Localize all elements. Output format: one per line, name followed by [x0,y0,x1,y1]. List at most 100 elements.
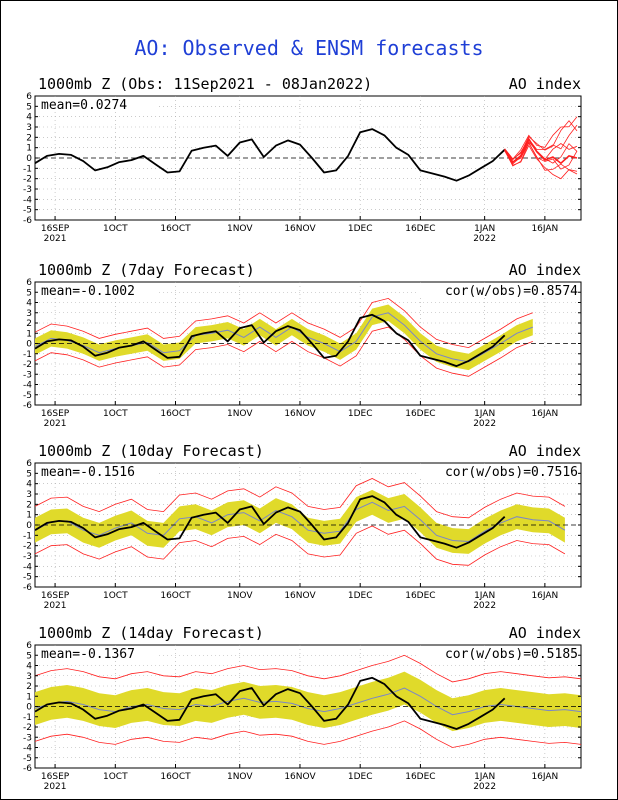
y-tick-label: 1 [26,692,32,702]
y-tick-label: -3 [23,552,32,562]
y-tick-label: -2 [23,360,32,370]
ensemble-band [35,304,533,371]
y-tick-label: -6 [23,583,32,593]
x-tick-label: 1JAN [474,224,495,234]
stat-right-bg [419,647,578,661]
y-tick-label: 0 [26,703,32,713]
y-tick-label: 5 [26,651,32,661]
y-tick-label: 6 [26,278,32,288]
x-tick-label: 1JAN [474,591,495,601]
y-tick-label: 1 [26,511,32,521]
x-tick-label: 16SEP [41,772,70,782]
x-tick-label: 1NOV [227,591,253,601]
y-tick-label: 6 [26,92,32,102]
observed-line [34,128,506,182]
y-tick-label: -5 [23,206,32,216]
stat-left-bg [38,647,158,661]
spread-lower-line [34,326,533,377]
mean-stat: mean=-0.1002 [41,284,135,299]
x-tick-year: 2021 [44,419,67,429]
y-tick-label: 4 [26,299,32,309]
x-tick-label: 16OCT [160,409,191,419]
y-tick-label: -6 [23,401,32,411]
spread-upper-line [34,478,566,519]
correlation-stat: cor(w/obs)=0.5185 [445,647,578,662]
x-tick-year: 2022 [473,601,496,611]
x-tick-label: 1JAN [474,409,495,419]
x-tick-label: 16DEC [405,772,435,782]
y-tick-label: -3 [23,370,32,380]
x-tick-label: 1DEC [348,224,373,234]
x-tick-label: 1NOV [227,772,253,782]
x-tick-label: 16NOV [284,591,316,601]
x-tick-label: 16NOV [284,409,316,419]
observed-line [34,676,506,730]
y-tick-label: 5 [26,102,32,112]
x-tick-label: 16DEC [405,591,435,601]
x-tick-label: 16OCT [160,224,191,234]
y-tick-label: -5 [23,754,32,764]
spread-upper-line [34,297,533,349]
y-tick-label: -1 [23,531,32,541]
x-tick-label: 1NOV [227,409,253,419]
correlation-stat: cor(w/obs)=0.7516 [445,465,578,480]
y-tick-label: -3 [23,185,32,195]
y-tick-label: -5 [23,573,32,583]
y-tick-label: -6 [23,764,32,774]
mean-stat: mean=0.0274 [41,98,127,113]
x-tick-label: 1OCT [103,409,128,419]
y-tick-label: 1 [26,144,32,154]
y-tick-label: 4 [26,662,32,672]
x-tick-label: 1DEC [348,591,373,601]
ensemble-member-line [504,120,578,160]
x-tick-label: 16JAN [531,409,558,419]
y-tick-label: 5 [26,288,32,298]
y-tick-label: 3 [26,123,32,133]
y-tick-label: 0 [26,154,32,164]
y-tick-label: -1 [23,713,32,723]
y-tick-label: -1 [23,164,32,174]
stat-right-bg [419,465,578,479]
panel-title: 1000mb Z (14day Forecast) [38,624,264,642]
mean-stat: mean=-0.1367 [41,647,135,662]
y-tick-label: -1 [23,350,32,360]
y-tick-label: 6 [26,459,32,469]
y-tick-label: 4 [26,480,32,490]
spread-lower-line [34,720,582,748]
y-tick-label: -2 [23,175,32,185]
panel-right-title: AO index [509,624,581,642]
mean-stat: mean=-0.1516 [41,465,135,480]
y-tick-label: 3 [26,309,32,319]
ensemble-member-line [504,116,578,160]
x-tick-label: 1OCT [103,591,128,601]
x-tick-label: 16JAN [531,772,558,782]
y-tick-label: 3 [26,672,32,682]
y-tick-label: -4 [23,562,32,572]
x-tick-year: 2022 [473,782,496,792]
panel-title: 1000mb Z (7day Forecast) [38,261,255,279]
ensemble-mean-line [34,687,582,716]
correlation-stat: cor(w/obs)=0.8574 [445,284,578,299]
spread-upper-line [34,654,582,683]
x-tick-label: 16NOV [284,224,316,234]
chart-panel-4: 1000mb Z (14day Forecast) AO index 6543210… [23,624,582,792]
x-tick-year: 2021 [44,234,67,244]
x-tick-label: 16SEP [41,591,70,601]
x-tick-label: 16SEP [41,224,70,234]
x-tick-year: 2021 [44,601,67,611]
y-tick-label: -5 [23,391,32,401]
x-tick-year: 2022 [473,419,496,429]
observed-line [34,313,506,367]
x-tick-year: 2021 [44,782,67,792]
x-tick-label: 1DEC [348,772,373,782]
y-tick-label: 2 [26,682,32,692]
panel-right-title: AO index [509,261,581,279]
x-tick-label: 16DEC [405,409,435,419]
x-tick-year: 2022 [473,234,496,244]
x-tick-label: 16SEP [41,409,70,419]
y-tick-label: -4 [23,381,32,391]
y-tick-label: 4 [26,113,32,123]
ensemble-band [35,489,565,554]
x-tick-label: 1OCT [103,772,128,782]
